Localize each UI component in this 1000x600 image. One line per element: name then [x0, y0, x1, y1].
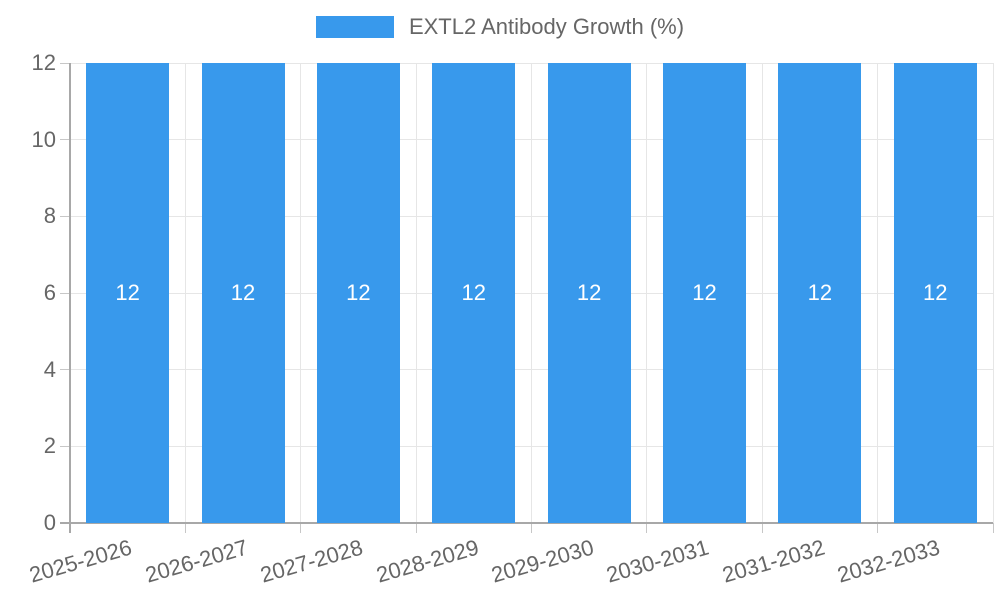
legend-swatch — [315, 16, 394, 38]
y-tick-label: 8 — [43, 203, 56, 229]
x-gridline — [761, 63, 763, 523]
y-tick-label: 0 — [43, 510, 56, 535]
x-gridline — [300, 63, 302, 523]
x-tick-label: 2028-2029 — [373, 534, 482, 588]
x-tick-mark — [415, 523, 417, 533]
bar-value-label: 12 — [346, 280, 371, 305]
y-tick-mark — [60, 292, 70, 294]
x-gridline — [531, 63, 532, 523]
x-axis-line — [60, 522, 993, 524]
legend-label: EXTL2 Antibody Growth (%) — [408, 14, 685, 39]
bar-2031-2032[interactable]: 12 — [778, 63, 862, 523]
bar-2026-2027[interactable]: 12 — [201, 63, 285, 523]
y-tick-label: 4 — [43, 356, 56, 382]
x-tick-mark — [761, 523, 763, 533]
x-gridline — [415, 63, 417, 523]
bar-value-label: 12 — [923, 280, 948, 305]
bar-value-label: 12 — [807, 280, 833, 305]
x-tick-label: 2027-2028 — [257, 534, 366, 588]
x-gridline — [992, 63, 994, 523]
x-tick-mark — [184, 523, 186, 533]
x-tick-mark — [646, 523, 648, 533]
y-tick-label: 2 — [43, 433, 56, 459]
y-tick-label: 6 — [43, 280, 56, 305]
y-tick-mark — [60, 445, 70, 447]
x-tick-label: 2031-2032 — [719, 534, 828, 588]
x-gridline — [877, 63, 879, 523]
x-tick-label: 2026-2027 — [142, 534, 251, 588]
bar-2030-2031[interactable]: 12 — [663, 63, 747, 523]
bar-value-label: 12 — [461, 280, 487, 305]
x-tick-label: 2032-2033 — [834, 534, 943, 588]
y-tick-label: 10 — [31, 126, 56, 152]
legend: EXTL2 Antibody Growth (%) — [0, 14, 1000, 40]
bar-2032-2033[interactable]: 12 — [893, 63, 977, 523]
x-tick-label: 2029-2030 — [488, 534, 597, 588]
x-tick-label: 2030-2031 — [603, 534, 712, 588]
bar-2029-2030[interactable]: 12 — [547, 63, 631, 523]
x-tick-mark — [300, 523, 302, 533]
bar-value-label: 12 — [115, 280, 140, 305]
bar-2025-2026[interactable]: 12 — [86, 63, 170, 523]
y-tick-label: 12 — [31, 50, 56, 75]
bar-value-label: 12 — [576, 280, 602, 305]
bar-2027-2028[interactable]: 12 — [316, 63, 400, 523]
x-tick-mark — [69, 523, 71, 533]
y-tick-mark — [60, 215, 70, 217]
y-tick-mark — [60, 139, 70, 141]
x-tick-label: 2025-2026 — [26, 534, 135, 588]
y-tick-mark — [60, 62, 70, 64]
y-tick-mark — [60, 369, 70, 371]
legend-item[interactable]: EXTL2 Antibody Growth (%) — [315, 14, 685, 40]
bar-value-label: 12 — [692, 280, 717, 305]
bar-2028-2029[interactable]: 12 — [432, 63, 516, 523]
x-tick-mark — [531, 523, 532, 533]
x-gridline — [646, 63, 648, 523]
y-axis-line — [69, 63, 71, 523]
x-tick-mark — [992, 523, 994, 533]
bar-value-label: 12 — [230, 280, 256, 305]
x-gridline — [184, 63, 186, 523]
x-tick-mark — [877, 523, 879, 533]
